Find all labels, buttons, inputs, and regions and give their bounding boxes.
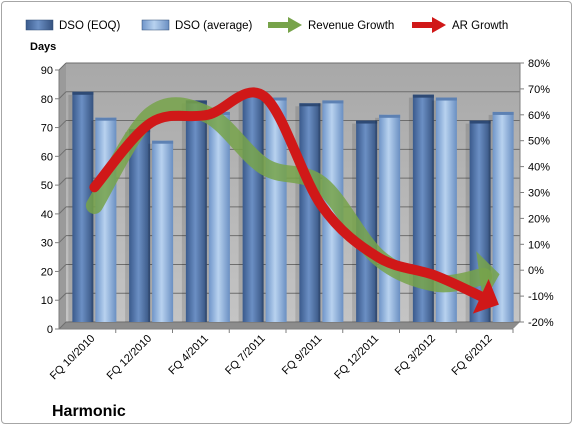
bar-dso-average: [322, 100, 344, 323]
legend-label: Revenue Growth: [308, 20, 394, 32]
revenue-growth-line-arrowhead: [476, 251, 500, 303]
bar-dso-average-top: [152, 140, 174, 144]
bar-dso-eoq: [72, 91, 94, 323]
y2-tick-label: 40%: [528, 162, 550, 174]
bar-dso-average-top: [435, 97, 457, 101]
y-tick-label: 30: [41, 238, 53, 250]
y2-tick-label: 70%: [528, 84, 550, 96]
y-tick-label: 40: [41, 209, 53, 221]
legend-arrow-head: [432, 17, 446, 33]
legend-swatch: [141, 19, 170, 31]
gridline-depth: [58, 292, 67, 301]
legend-arrow-head: [288, 17, 302, 33]
gridline-depth: [58, 120, 67, 128]
y-tick-label: 60: [41, 151, 53, 163]
y2-tick-label: 10%: [528, 239, 550, 251]
y-axis-label: Days: [30, 41, 56, 53]
y2-tick-label: -10%: [528, 291, 554, 303]
bar-dso-average: [435, 97, 457, 323]
bar-dso-average-top: [265, 97, 287, 101]
bar-dso-eoq-top: [412, 94, 434, 98]
x-tick-label: FQ 4/2011: [166, 333, 211, 378]
plot-side-wall: [59, 63, 66, 329]
plot-floor: [59, 322, 520, 329]
bar-dso-eoq: [299, 103, 321, 323]
bar-dso-eoq: [412, 94, 434, 323]
gridline-depth: [58, 235, 67, 244]
bar-dso-eoq-top: [299, 103, 321, 107]
y2-tick-label: 60%: [528, 110, 550, 122]
bar-dso-eoq: [185, 100, 207, 323]
y2-tick-label: 30%: [528, 188, 550, 200]
x-tick-label: FQ 9/2011: [280, 333, 325, 378]
revenue-growth-line: [85, 97, 493, 293]
y-tick-label: 0: [47, 324, 53, 336]
bar-dso-average: [265, 97, 287, 323]
bar-dso-average: [152, 140, 174, 322]
gridline-depth: [58, 91, 67, 100]
chart-title: Harmonic: [52, 403, 126, 420]
bar-dso-average-top: [95, 117, 117, 121]
y-tick-label: 80: [41, 94, 53, 106]
x-tick-label: FQ 3/2012: [393, 333, 438, 378]
y-axis-ticks: 0 10 20 30 40 50 60 70 80 90: [41, 65, 59, 336]
bar-dso-eoq: [242, 91, 264, 323]
y2-tick-label: 80%: [528, 58, 550, 70]
bar-dso-eoq: [129, 129, 151, 322]
y2-tick-label: 0%: [528, 265, 544, 277]
gridline-depth: [58, 264, 67, 272]
y-tick-label: 50: [41, 180, 53, 192]
legend-swatch: [25, 19, 54, 31]
bar-dso-average-top: [492, 111, 514, 115]
ar-growth-line-arrowhead: [472, 279, 499, 314]
bar-dso-average: [379, 114, 401, 322]
x-tick-label: FQ 12/2011: [332, 333, 381, 382]
y2-axis-ticks: -20% -10% 0% 10% 20% 30% 40% 50% 60% 70% 80%: [520, 58, 554, 329]
y2-tick-label: 50%: [528, 136, 550, 148]
bar-dso-eoq-top: [72, 91, 94, 95]
bar-dso-average: [95, 117, 117, 322]
ar-growth-line: [89, 87, 490, 303]
legend-label: AR Growth: [452, 20, 508, 32]
bar-dso-eoq: [356, 120, 378, 322]
y2-tick-label: 20%: [528, 213, 550, 225]
y-tick-label: 90: [41, 65, 53, 77]
x-tick-label: FQ 12/2010: [105, 333, 155, 383]
bar-dso-average-top: [322, 100, 344, 104]
x-axis-ticks: FQ 10/2010 FQ 12/2010 FQ 4/2011 FQ 7/2011 FQ…: [48, 329, 514, 383]
x-tick-label: FQ 7/2011: [223, 333, 268, 378]
bar-dso-average: [492, 111, 514, 322]
bar-dso-eoq-top: [356, 120, 378, 124]
legend-label: DSO (EOQ): [59, 20, 121, 32]
bar-dso-eoq-top: [469, 120, 491, 124]
gridline-depth: [58, 321, 67, 330]
x-tick-label: FQ 10/2010: [48, 333, 98, 383]
bar-dso-average: [208, 111, 230, 322]
growth-lines: [85, 87, 500, 314]
x-tick-label: FQ 6/2012: [450, 333, 495, 378]
gridline-depth: [58, 177, 67, 186]
gridline-depth: [58, 62, 67, 71]
y-tick-label: 10: [41, 295, 53, 307]
bar-dso-average-top: [379, 114, 401, 118]
legend: DSO (EOQ) DSO (average) Revenue Growth AR G…: [25, 17, 508, 33]
legend-label: DSO (average): [175, 20, 253, 32]
y-tick-label: 20: [41, 266, 53, 278]
gridline-depth: [58, 206, 67, 215]
y-tick-label: 70: [41, 123, 53, 135]
gridline-depth: [58, 148, 67, 157]
y2-tick-label: -20%: [528, 317, 554, 329]
